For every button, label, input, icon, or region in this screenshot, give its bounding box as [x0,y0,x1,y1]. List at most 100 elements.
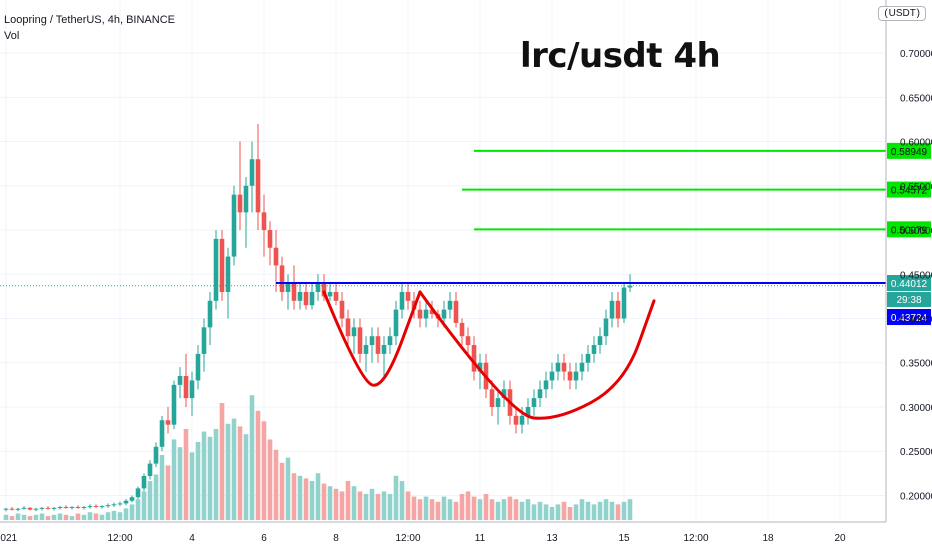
price-label: 0.44012 [891,279,928,290]
candle-body [57,506,63,508]
candle-body [495,398,501,407]
volume-bar [627,499,633,520]
volume-bar [279,462,285,520]
candle-body [615,300,621,319]
candle-body [243,185,249,213]
volume-bar [609,501,615,520]
volume-bar [471,496,477,520]
volume-bar [195,442,201,520]
x-tick-label: 12:00 [107,533,132,544]
candle-body [141,475,147,489]
candle-body [429,309,435,315]
candle-body [33,508,39,510]
candle-body [39,507,45,509]
candle-body [237,194,243,213]
candle-body [69,506,75,508]
volume-bar [285,457,291,520]
candle-body [597,336,603,346]
countdown-label: 29:38 [896,295,921,306]
candle-body [123,500,129,504]
volume-bar [207,436,213,520]
volume-bar [273,449,279,520]
candle-body [351,327,357,337]
candle-body [393,309,399,337]
candle-body [129,497,135,501]
candle-body [165,420,171,425]
volume-bar [189,452,195,520]
candle-body [417,309,423,319]
volume-bar [45,516,51,520]
volume-bar [453,501,459,520]
volume-bar [177,447,183,520]
volume-bar [363,494,369,520]
volume-bar [51,514,57,520]
candle-body [561,362,567,372]
volume-bar [345,481,351,520]
volume-bar [39,513,45,520]
volume-bar [603,499,609,520]
candle-body [195,353,201,381]
volume-bar [9,516,15,520]
candle-body [267,230,273,248]
price-label-bg [887,275,931,292]
candle-body [405,291,411,301]
volume-bar [339,491,345,520]
candle-body [285,283,291,292]
volume-bar [351,486,357,520]
volume-bar [387,494,393,520]
x-tick-label: 15 [618,533,630,544]
candle-body [231,194,237,257]
cup-pattern-curve-left-cup [322,290,422,387]
candle-body [453,300,459,323]
currency-badge[interactable]: ( USDT ) [878,6,926,21]
candle-body [213,238,219,301]
volume-bar [357,491,363,520]
volume-bar [147,481,153,520]
candle-body [111,504,117,506]
candle-body [531,398,537,407]
candle-body [399,291,405,310]
candle-body [273,247,279,266]
volume-bar [567,507,573,520]
volume-bar [27,516,33,520]
candle-body [573,371,579,381]
volume-bar [219,403,225,520]
volume-bar [411,496,417,520]
volume-bar [297,475,303,520]
price-label: 0.50079 [891,225,928,236]
volume-bar [165,465,171,520]
candle-body [9,508,15,510]
x-tick-label: 12:00 [395,533,420,544]
candle-body [345,318,351,337]
candle-body [3,508,9,510]
candle-body [519,415,525,425]
candle-body [207,300,213,328]
candle-body [261,212,267,231]
volume-bar [435,501,441,520]
candle-body [87,506,93,508]
candle-body [153,446,159,464]
candle-body [75,506,81,508]
volume-bar [333,488,339,520]
volume-bar [63,514,69,520]
volume-bars [3,395,633,520]
volume-bar [213,429,219,520]
candle-body [291,283,297,301]
candle-body [363,345,369,354]
candle-body [321,283,327,297]
candle-body [45,507,51,509]
volume-bar [87,512,93,520]
candle-body [147,463,153,476]
candle-body [51,507,57,509]
volume-bar [291,473,297,520]
candle-body [303,291,309,306]
volume-bar [33,514,39,520]
volume-bar [57,513,63,520]
volume-bar [591,504,597,520]
candle-body [603,318,609,337]
